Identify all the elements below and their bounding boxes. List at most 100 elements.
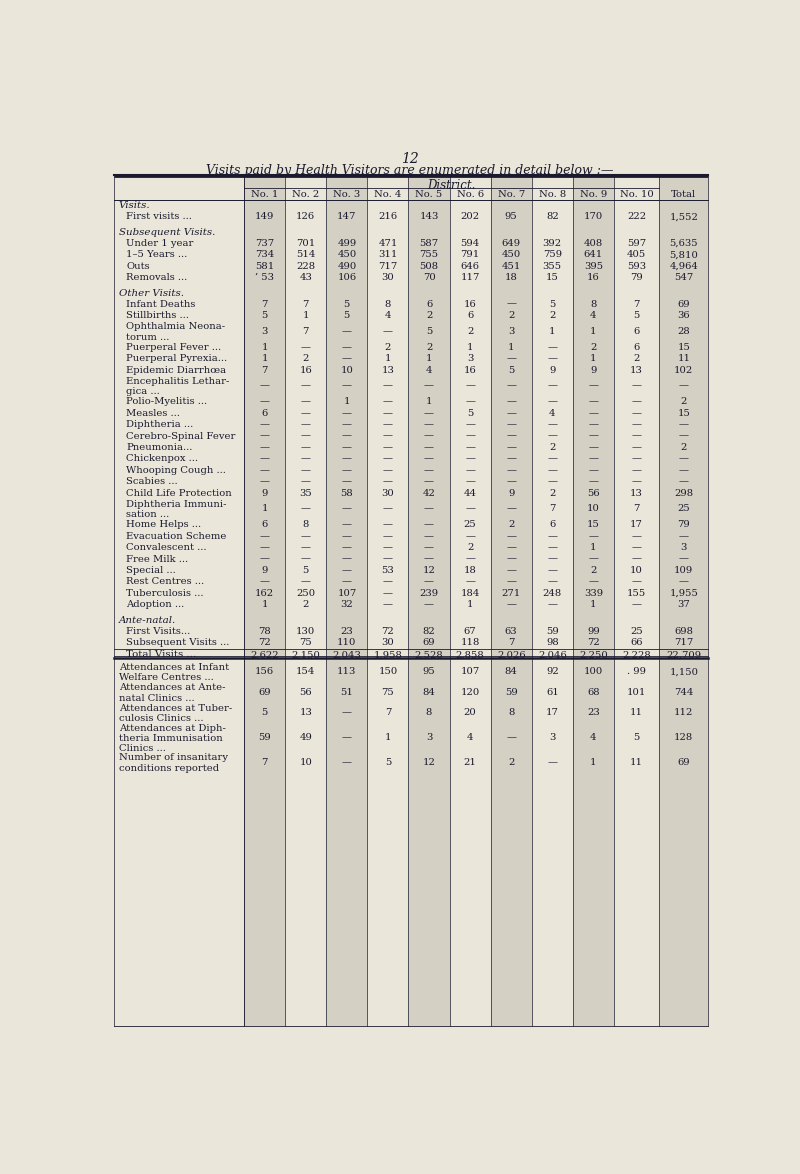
Text: 1: 1 [590, 544, 597, 552]
Text: 7: 7 [262, 365, 268, 375]
Text: No. 4: No. 4 [374, 190, 402, 200]
Text: —: — [631, 600, 642, 609]
Text: 109: 109 [674, 566, 694, 575]
Text: —: — [631, 420, 642, 430]
Text: —: — [383, 505, 393, 513]
Text: 450: 450 [502, 250, 521, 259]
Text: —: — [465, 432, 475, 440]
Text: 6: 6 [467, 311, 474, 321]
Text: 2,150: 2,150 [291, 650, 320, 660]
Text: 4: 4 [549, 409, 555, 418]
Text: —: — [465, 443, 475, 452]
Text: 12: 12 [422, 758, 435, 767]
Text: Infant Deaths: Infant Deaths [126, 299, 196, 309]
Text: 2,250: 2,250 [579, 650, 608, 660]
Text: —: — [424, 420, 434, 430]
Text: —: — [260, 432, 270, 440]
Text: —: — [424, 532, 434, 541]
Text: 149: 149 [255, 212, 274, 221]
Text: —: — [342, 733, 352, 742]
Text: —: — [260, 532, 270, 541]
Text: 2: 2 [385, 343, 391, 352]
Text: —: — [342, 544, 352, 552]
Text: 5: 5 [634, 311, 640, 321]
Text: —: — [342, 382, 352, 391]
Text: Encephalitis Lethar-: Encephalitis Lethar- [126, 377, 230, 386]
Text: —: — [342, 554, 352, 564]
Text: 102: 102 [674, 365, 694, 375]
Text: 113: 113 [337, 668, 357, 676]
Text: 701: 701 [296, 238, 315, 248]
Text: 82: 82 [422, 627, 435, 635]
Text: 13: 13 [630, 488, 643, 498]
Text: 53: 53 [382, 566, 394, 575]
Text: 9: 9 [590, 365, 597, 375]
Text: ’ 53: ’ 53 [255, 274, 274, 282]
Text: 36: 36 [678, 311, 690, 321]
Text: —: — [383, 520, 393, 529]
Text: No. 2: No. 2 [292, 190, 319, 200]
Text: 10: 10 [341, 365, 354, 375]
Text: —: — [631, 382, 642, 391]
Text: —: — [424, 409, 434, 418]
Text: Pneumonia...: Pneumonia... [126, 443, 193, 452]
Text: —: — [342, 505, 352, 513]
Text: 95: 95 [422, 668, 435, 676]
Text: —: — [547, 420, 558, 430]
Text: 1: 1 [426, 355, 432, 363]
Text: 100: 100 [584, 668, 603, 676]
Text: 744: 744 [674, 688, 694, 697]
Text: 9: 9 [508, 488, 514, 498]
Text: 408: 408 [584, 238, 603, 248]
Text: Free Milk ...: Free Milk ... [126, 554, 189, 564]
Text: —: — [547, 477, 558, 486]
Text: 7: 7 [549, 505, 555, 513]
Text: —: — [342, 566, 352, 575]
Text: 107: 107 [338, 588, 357, 598]
Text: 405: 405 [627, 250, 646, 259]
Text: 1: 1 [344, 397, 350, 406]
Text: 30: 30 [382, 274, 394, 282]
Text: 5: 5 [344, 311, 350, 321]
Text: 75: 75 [299, 637, 312, 647]
Text: 5: 5 [302, 566, 309, 575]
Text: 717: 717 [674, 637, 694, 647]
Text: 2,528: 2,528 [414, 650, 443, 660]
Text: 12: 12 [422, 566, 435, 575]
Text: —: — [301, 477, 310, 486]
Text: —: — [383, 600, 393, 609]
Text: 641: 641 [584, 250, 603, 259]
Text: 2: 2 [549, 311, 555, 321]
Text: Chickenpox ...: Chickenpox ... [126, 454, 198, 464]
Text: 450: 450 [338, 250, 357, 259]
Text: 717: 717 [378, 262, 398, 271]
Text: 6: 6 [262, 409, 268, 418]
Text: 594: 594 [461, 238, 480, 248]
Text: —: — [506, 532, 516, 541]
Text: 791: 791 [461, 250, 480, 259]
Text: 2,026: 2,026 [497, 650, 526, 660]
Text: Measles ...: Measles ... [126, 409, 180, 418]
Text: No. 6: No. 6 [457, 190, 484, 200]
Text: —: — [342, 343, 352, 352]
Text: Cerebro-Spinal Fever: Cerebro-Spinal Fever [126, 432, 236, 440]
Text: —: — [588, 397, 598, 406]
Text: —: — [678, 578, 689, 586]
Text: sation ...: sation ... [126, 511, 170, 519]
Text: —: — [342, 409, 352, 418]
Text: —: — [383, 454, 393, 464]
Text: 649: 649 [502, 238, 521, 248]
Text: 7: 7 [262, 758, 268, 767]
Text: —: — [260, 382, 270, 391]
Text: 2,622: 2,622 [250, 650, 279, 660]
Text: 1: 1 [467, 600, 474, 609]
Text: 15: 15 [587, 520, 600, 529]
Text: —: — [547, 355, 558, 363]
Text: 3: 3 [549, 733, 555, 742]
Text: —: — [506, 299, 516, 309]
Text: —: — [301, 432, 310, 440]
Text: —: — [588, 532, 598, 541]
Text: —: — [342, 355, 352, 363]
Text: 6: 6 [426, 299, 432, 309]
Text: No. 3: No. 3 [334, 190, 361, 200]
